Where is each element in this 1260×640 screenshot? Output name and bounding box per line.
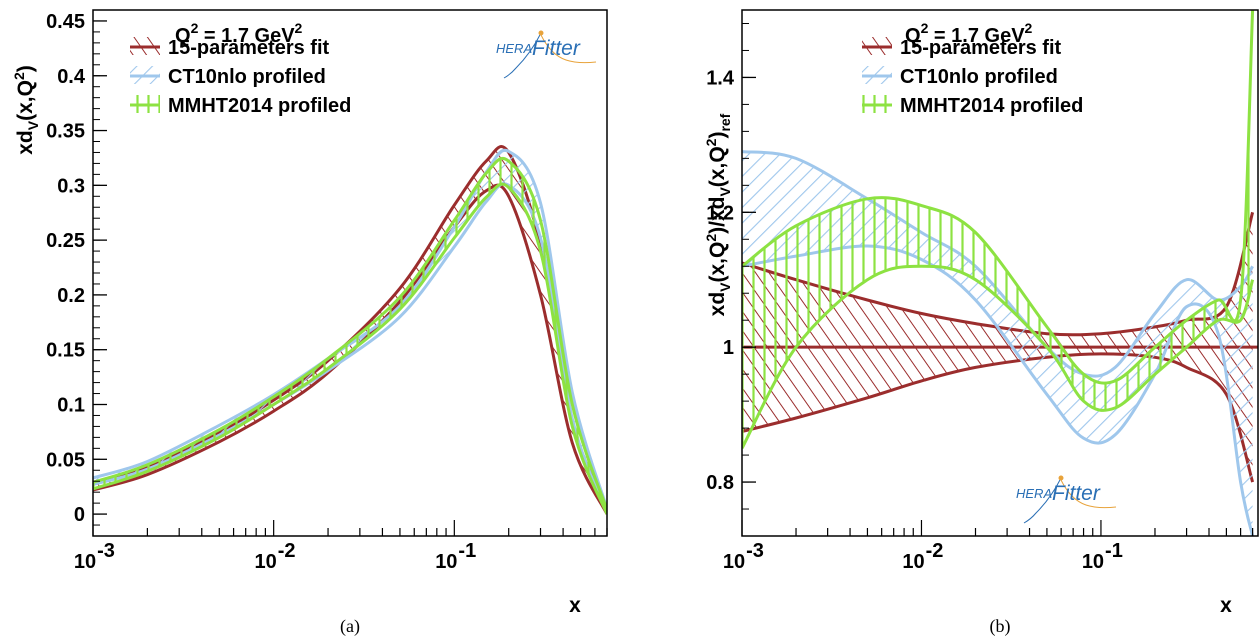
- y-tick-label: 0: [74, 504, 85, 526]
- legend-label: MMHT2014 profiled: [168, 95, 351, 117]
- herafitter-logo: HERA Fitter: [1016, 475, 1117, 524]
- x-tick-exponent: -2: [278, 540, 296, 562]
- legend-label: MMHT2014 profiled: [900, 95, 1083, 117]
- band-lower-line-2: [93, 182, 607, 515]
- x-tick-exponent: -3: [97, 540, 115, 562]
- band-2: [742, 10, 1253, 449]
- annotation-q2: Q2 = 1.7 GeV2: [905, 20, 1033, 47]
- y-tick-label: 0.25: [46, 230, 85, 252]
- x-tick-exponent: -1: [458, 540, 476, 562]
- logo-swoosh-orange: [1060, 479, 1117, 509]
- logo-swoosh: [1023, 477, 1062, 524]
- x-tick-label: 10: [902, 551, 924, 573]
- x-tick-exponent: -1: [1105, 540, 1123, 562]
- logo-dot: [538, 30, 544, 36]
- y-axis-label: xdV(x,Q2)/xdV(x,Q2)ref: [703, 113, 733, 316]
- panel-b: 0.811.21.410 -3 10 -2 10 -1xxdV(x,Q2)/xdV(x,Q…: [703, 9, 1259, 637]
- band-lower-line-2: [742, 264, 1255, 450]
- y-tick-label: 0.2: [57, 285, 85, 307]
- x-tick-label: 10: [1082, 551, 1104, 573]
- x-tick-label: 10: [74, 551, 96, 573]
- y-tick-label: 0.3: [57, 175, 85, 197]
- panel-caption: (b): [990, 616, 1011, 637]
- legend-label: 15-parameters fit: [900, 37, 1062, 59]
- x-tick-label: 10: [435, 551, 457, 573]
- logo-dot: [1058, 475, 1064, 481]
- logo-text-fitter: Fitter: [1052, 482, 1101, 505]
- logo-text-hera: HERA: [1016, 486, 1052, 501]
- herafitter-logo: HERA Fitter: [496, 30, 597, 79]
- y-tick-label: 0.05: [46, 449, 85, 471]
- bands: [93, 145, 607, 515]
- legend-label: CT10nlo profiled: [168, 66, 326, 88]
- band-upper-line-2: [93, 156, 607, 511]
- band-1: [742, 151, 1253, 536]
- x-tick-exponent: -3: [746, 540, 764, 562]
- y-tick-label: 1: [723, 337, 734, 359]
- y-tick-label: 0.1: [57, 395, 85, 417]
- x-axis-label: x: [569, 594, 581, 617]
- y-tick-label: 0.45: [46, 11, 85, 33]
- y-tick-label: 0.8: [706, 472, 734, 494]
- panel-caption: (a): [340, 616, 360, 637]
- y-tick-label: 1.4: [706, 67, 735, 89]
- logo-swoosh-orange: [540, 34, 597, 64]
- annotation-q2: Q2 = 1.7 GeV2: [175, 20, 303, 47]
- logo-text-fitter: Fitter: [532, 37, 581, 60]
- legend-label: 15-parameters fit: [168, 37, 330, 59]
- logo-text-hera: HERA: [496, 41, 532, 56]
- logo-swoosh: [503, 32, 542, 79]
- y-tick-label: 1.2: [706, 202, 734, 224]
- x-axis-label: x: [1220, 594, 1232, 617]
- plot-frame: [741, 9, 1259, 537]
- y-axis-label: xdV(x,Q2): [11, 65, 41, 155]
- x-tick-exponent: -2: [926, 540, 944, 562]
- band-upper-line-2: [742, 10, 1255, 385]
- y-tick-label: 0.15: [46, 340, 85, 362]
- x-tick-label: 10: [255, 551, 277, 573]
- x-tick-label: 10: [723, 551, 745, 573]
- y-tick-label: 0.35: [46, 121, 85, 143]
- bands: [742, 10, 1258, 536]
- legend-label: CT10nlo profiled: [900, 66, 1058, 88]
- y-tick-label: 0.4: [57, 66, 86, 88]
